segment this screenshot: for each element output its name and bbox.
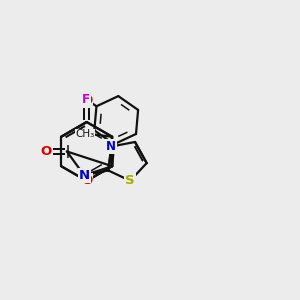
Text: N: N: [79, 169, 90, 182]
Text: O: O: [81, 174, 92, 188]
Text: O: O: [40, 145, 52, 158]
Text: O: O: [81, 94, 92, 107]
Text: CH₃: CH₃: [75, 129, 94, 140]
Text: F: F: [82, 93, 90, 106]
Text: N: N: [106, 140, 116, 153]
Text: S: S: [125, 174, 135, 187]
